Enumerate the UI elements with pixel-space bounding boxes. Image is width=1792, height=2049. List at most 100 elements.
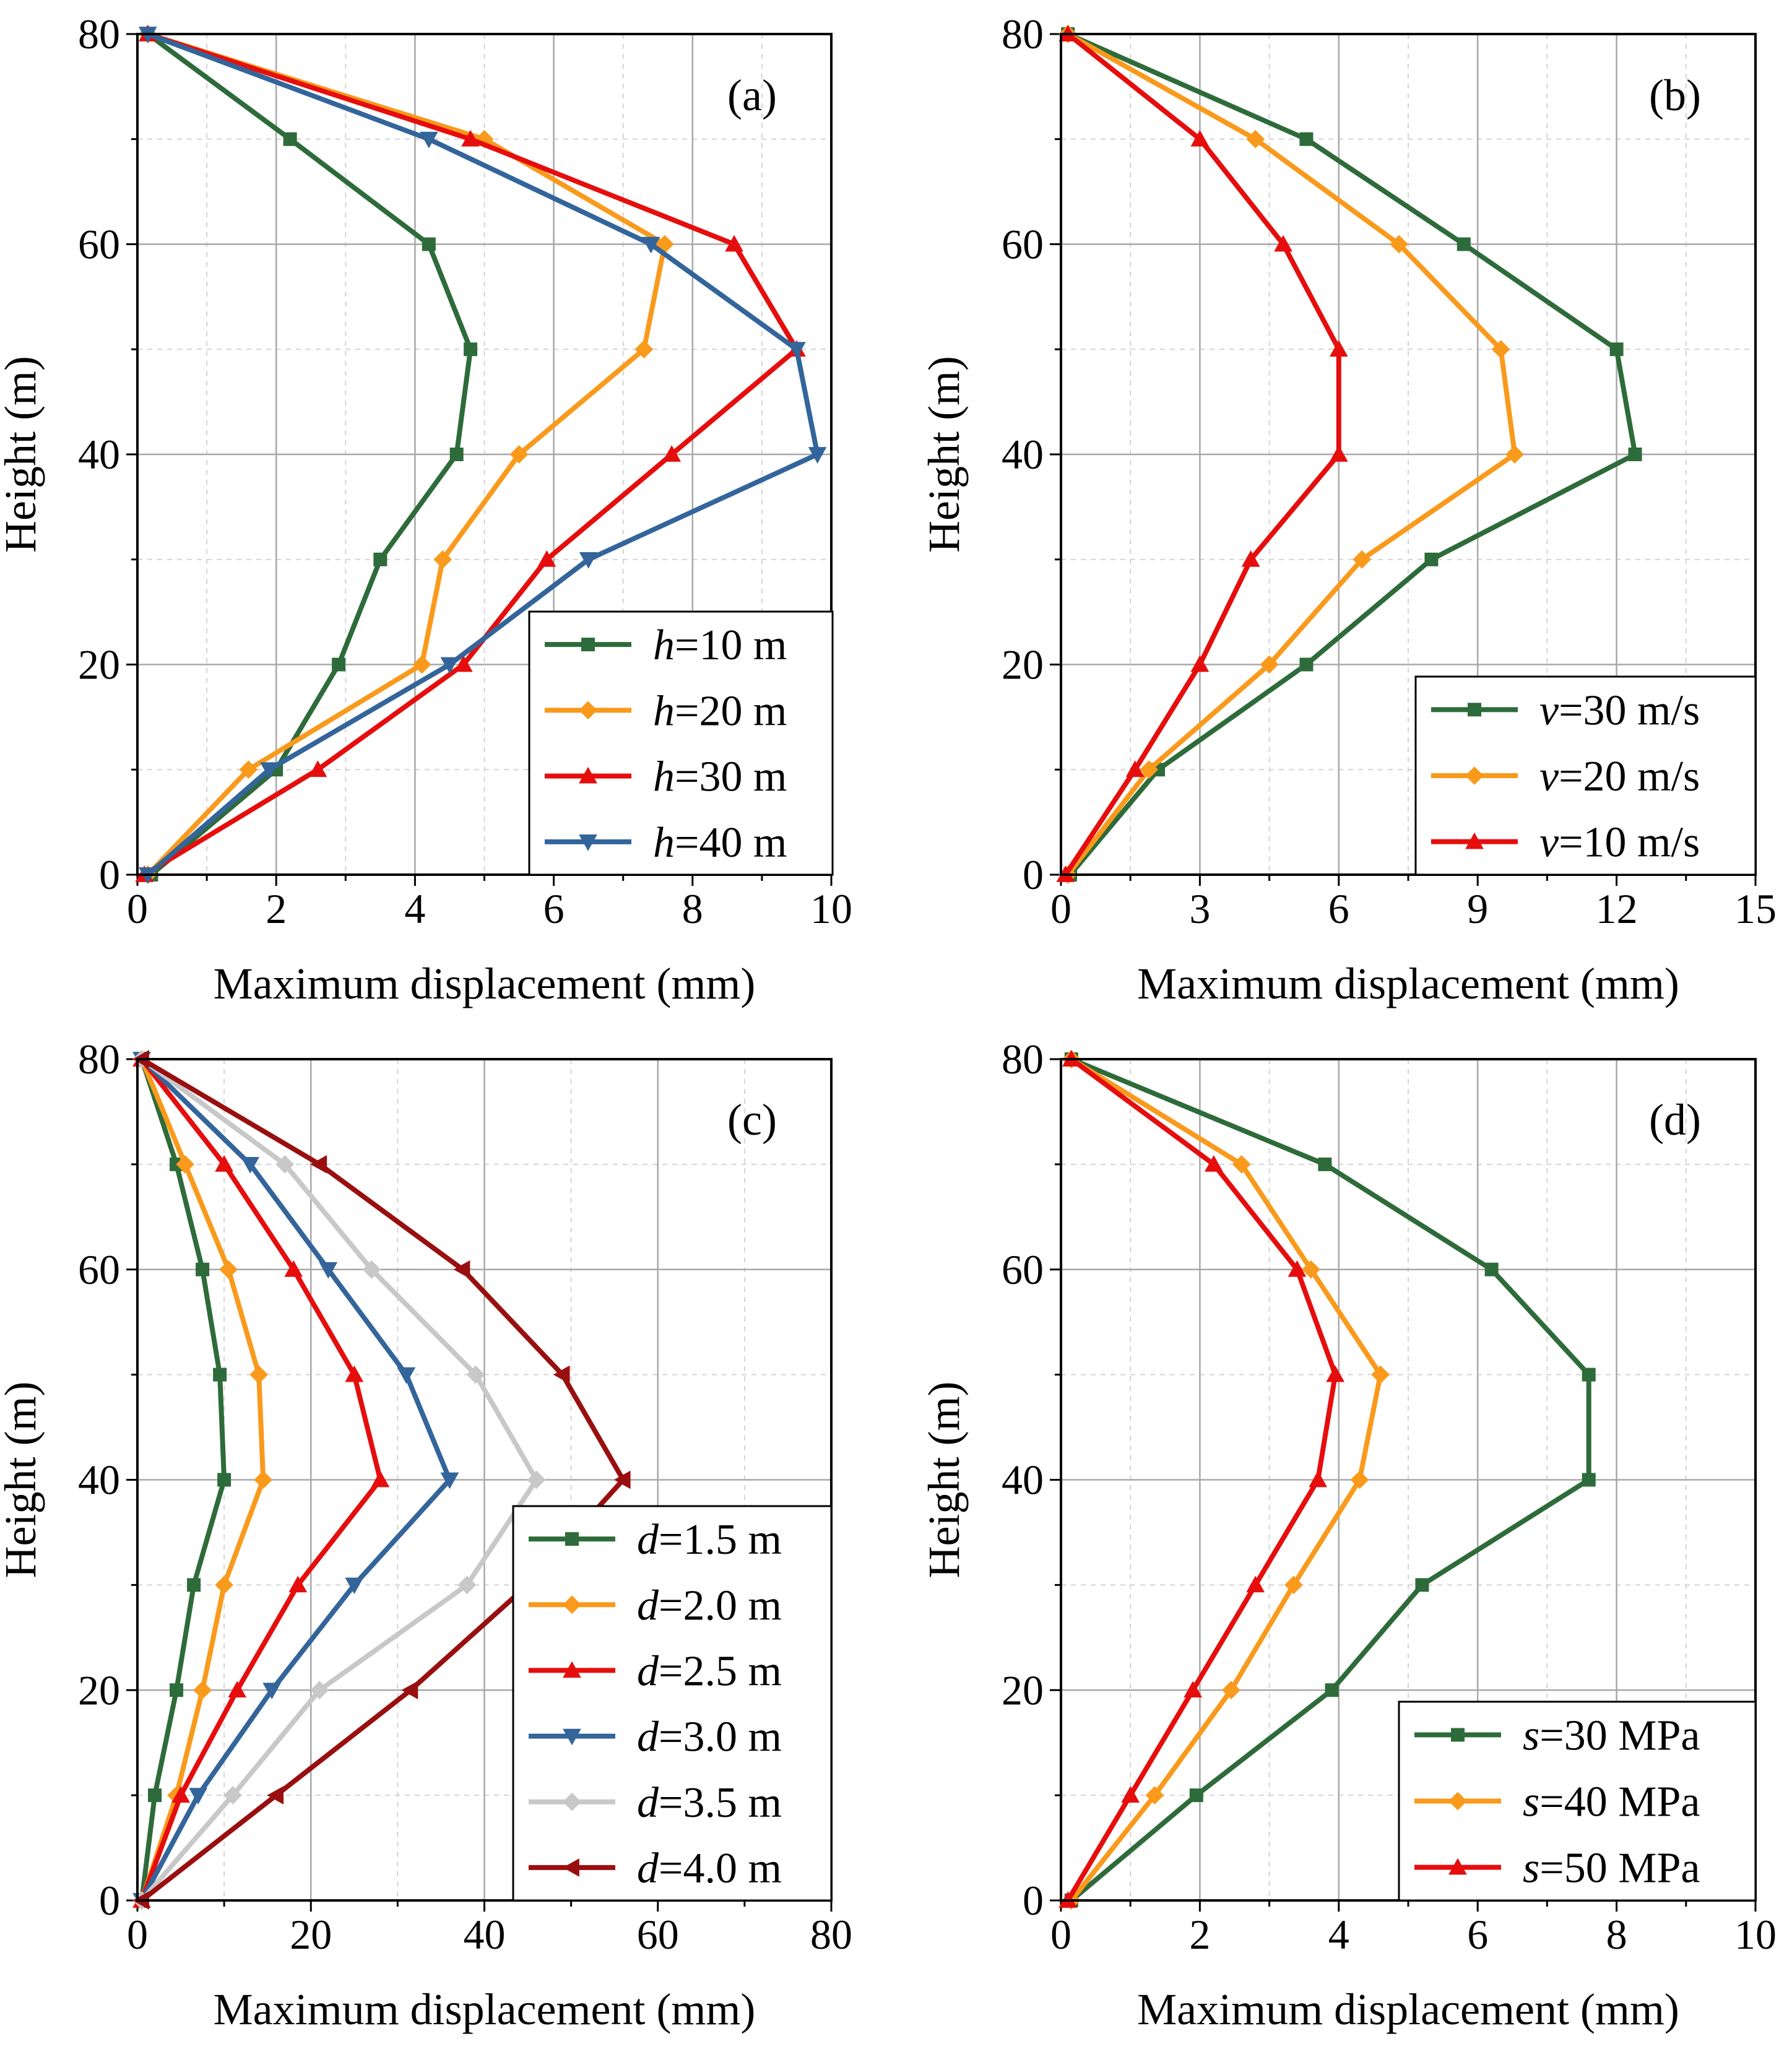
panel-label: (b) <box>1649 71 1701 120</box>
y-tick-label: 60 <box>1002 221 1044 268</box>
x-tick-label: 6 <box>543 885 565 932</box>
data-point <box>527 1470 546 1489</box>
series-d-1 <box>1062 1050 1390 1910</box>
data-point <box>187 1578 201 1592</box>
data-point <box>228 1681 246 1698</box>
y-tick-label: 20 <box>1002 641 1044 688</box>
legend-item: s=40 MPa <box>1414 1778 1700 1826</box>
legend-value: =4.0 m <box>659 1845 782 1892</box>
legend-label: h=10 m <box>653 622 787 669</box>
data-point <box>267 1786 284 1804</box>
data-point <box>319 1262 338 1279</box>
y-tick-label: 60 <box>1002 1246 1044 1293</box>
x-tick-label: 4 <box>404 885 425 932</box>
data-point <box>433 550 452 569</box>
data-point <box>1582 1473 1596 1487</box>
legend-marker <box>1465 832 1484 849</box>
data-point <box>345 1577 364 1595</box>
series-b-2 <box>1056 25 1348 882</box>
x-tick-label: 0 <box>1050 885 1071 932</box>
legend-variable: d <box>637 1647 659 1695</box>
data-point <box>454 655 473 672</box>
data-point <box>787 342 806 359</box>
data-point <box>332 657 346 672</box>
data-point <box>401 1681 418 1700</box>
y-tick-label: 20 <box>78 641 120 688</box>
data-point <box>170 1683 184 1697</box>
data-point <box>1189 1788 1203 1803</box>
y-tick-label: 20 <box>1002 1666 1044 1713</box>
legend-item: h=30 m <box>545 753 787 801</box>
data-point <box>254 1470 273 1489</box>
data-point <box>579 552 598 569</box>
y-axis-title: Height (m) <box>919 356 969 553</box>
legend-marker <box>1448 1858 1467 1875</box>
series-b-1 <box>1058 25 1524 884</box>
y-tick-label: 40 <box>78 431 120 478</box>
data-point <box>1204 1155 1223 1172</box>
data-point <box>193 1681 212 1700</box>
data-point <box>310 1155 327 1174</box>
series-d-2 <box>1058 1050 1345 1908</box>
data-point <box>1190 655 1210 672</box>
data-point <box>1184 1681 1203 1698</box>
legend-value: =2.0 m <box>659 1582 782 1629</box>
data-point <box>310 1681 329 1700</box>
data-point <box>1325 1683 1339 1697</box>
legend-variable: d <box>637 1516 659 1564</box>
legend-label: s=50 MPa <box>1523 1845 1700 1892</box>
data-point <box>509 445 529 464</box>
data-point <box>464 342 478 357</box>
data-point <box>662 445 682 462</box>
legend-label: v=10 m/s <box>1539 819 1700 867</box>
legend-label: h=40 m <box>653 819 787 867</box>
data-point <box>1260 655 1279 674</box>
legend-marker <box>1448 1791 1467 1811</box>
legend-variable: v <box>1539 819 1559 867</box>
x-tick-label: 0 <box>127 1911 148 1958</box>
x-tick-label: 80 <box>810 1911 852 1958</box>
x-axis-title: Maximum displacement (mm) <box>1137 1985 1679 2034</box>
panel-label: (a) <box>727 71 777 120</box>
plot-frame <box>136 33 833 876</box>
x-tick-label: 6 <box>1328 885 1349 932</box>
legend-label: d=3.0 m <box>637 1713 782 1761</box>
x-tick-label: 0 <box>127 885 148 932</box>
data-point <box>1222 1681 1240 1700</box>
legend-marker <box>563 1792 581 1811</box>
legend-item: d=2.0 m <box>529 1582 782 1629</box>
x-axis-title: Maximum displacement (mm) <box>1137 959 1679 1008</box>
data-point <box>725 235 743 252</box>
data-point <box>275 1155 295 1174</box>
x-tick-label: 4 <box>1328 1911 1349 1958</box>
data-point <box>1284 1575 1303 1595</box>
y-axis-title: Height (m) <box>0 1382 45 1579</box>
data-point <box>1246 1575 1265 1593</box>
data-point <box>1424 552 1439 566</box>
legend-value: =3.0 m <box>659 1713 782 1761</box>
data-point <box>1288 1260 1307 1277</box>
y-tick-label: 80 <box>78 11 120 58</box>
y-tick-label: 60 <box>78 221 120 268</box>
legend-marker <box>563 1858 579 1877</box>
data-point <box>1318 1157 1332 1171</box>
x-tick-label: 2 <box>1189 1911 1210 1958</box>
legend-variable: s <box>1523 1778 1539 1826</box>
legend-item: d=3.0 m <box>529 1713 782 1761</box>
legend-marker <box>1451 1728 1465 1742</box>
legend: h=10 mh=20 mh=30 mh=40 m <box>528 610 834 876</box>
legend-label: s=30 MPa <box>1523 1712 1700 1760</box>
x-tick-label: 9 <box>1467 885 1488 932</box>
data-point <box>371 1470 390 1488</box>
y-axis-title: Height (m) <box>0 356 45 553</box>
legend-value: =3.5 m <box>659 1779 782 1827</box>
data-point <box>419 131 438 149</box>
y-tick-label: 80 <box>1002 11 1044 58</box>
data-point <box>453 1260 470 1279</box>
series-c-4 <box>132 1050 546 1910</box>
data-point <box>1246 129 1265 149</box>
series-a-3 <box>138 27 827 884</box>
data-point <box>553 1365 570 1384</box>
legend-value: =50 MPa <box>1539 1845 1700 1892</box>
